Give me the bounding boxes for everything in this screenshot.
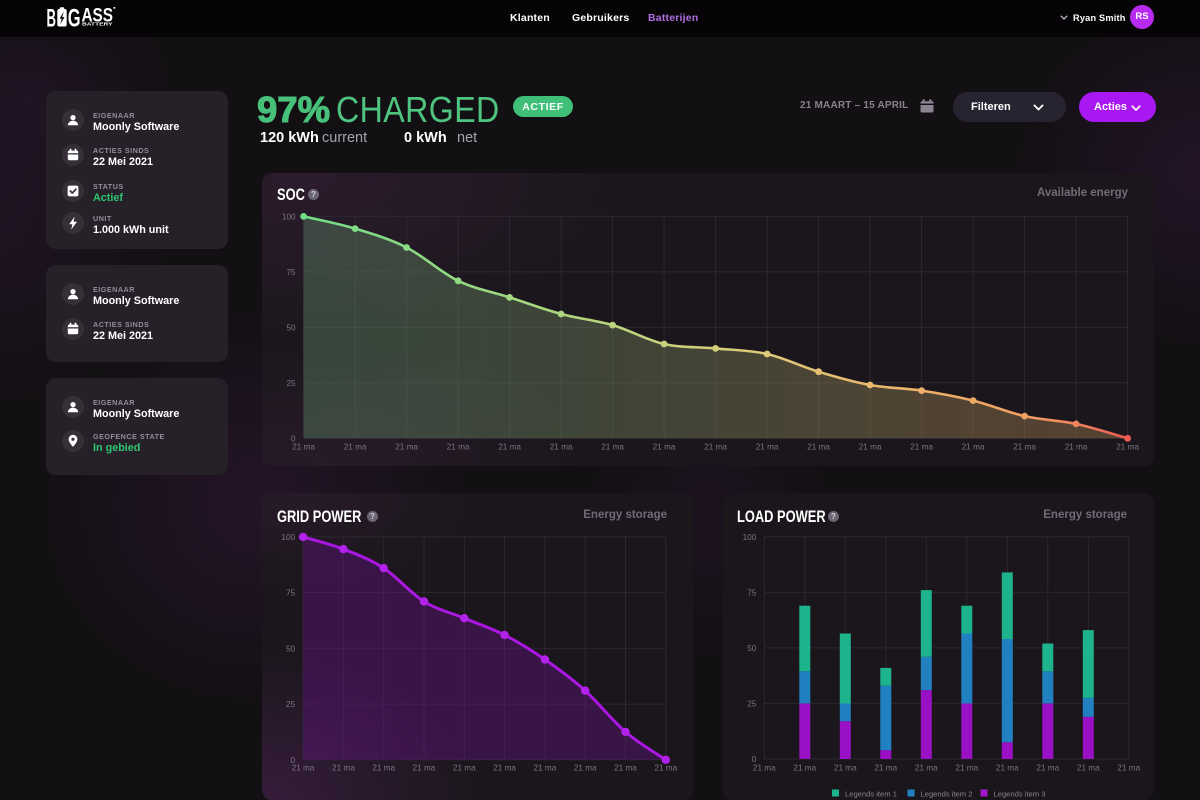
svg-text:25: 25 xyxy=(747,699,757,708)
svg-text:21 ma: 21 ma xyxy=(955,764,978,773)
svg-text:21 ma: 21 ma xyxy=(372,764,395,773)
svg-text:21 ma: 21 ma xyxy=(447,443,470,452)
svg-text:21 ma: 21 ma xyxy=(292,443,315,452)
svg-text:75: 75 xyxy=(286,268,296,277)
svg-text:21 ma: 21 ma xyxy=(653,443,676,452)
svg-text:0: 0 xyxy=(291,756,296,765)
svg-text:Legends item 3: Legends item 3 xyxy=(994,790,1046,799)
svg-text:21 ma: 21 ma xyxy=(332,764,355,773)
svg-text:21 ma: 21 ma xyxy=(1065,443,1088,452)
svg-text:21 ma: 21 ma xyxy=(601,443,624,452)
svg-text:ASS: ASS xyxy=(82,6,114,27)
svg-text:75: 75 xyxy=(286,589,296,598)
svg-text:21 ma: 21 ma xyxy=(793,764,816,773)
svg-text:21 ma: 21 ma xyxy=(910,443,933,452)
svg-text:21 ma: 21 ma xyxy=(704,443,727,452)
svg-text:100: 100 xyxy=(281,533,295,542)
svg-text:21 ma: 21 ma xyxy=(807,443,830,452)
svg-text:BATTERY: BATTERY xyxy=(82,22,114,28)
svg-text:21 ma: 21 ma xyxy=(292,764,315,773)
svg-text:21 ma: 21 ma xyxy=(996,764,1019,773)
svg-text:B: B xyxy=(47,6,56,33)
svg-text:0: 0 xyxy=(291,434,296,443)
svg-text:21 ma: 21 ma xyxy=(1116,443,1139,452)
svg-text:21 ma: 21 ma xyxy=(1036,764,1059,773)
svg-text:21 ma: 21 ma xyxy=(859,443,882,452)
svg-text:21 ma: 21 ma xyxy=(654,764,677,773)
svg-text:G: G xyxy=(68,6,81,33)
svg-text:21 ma: 21 ma xyxy=(498,443,521,452)
svg-text:21 ma: 21 ma xyxy=(550,443,573,452)
svg-text:50: 50 xyxy=(286,644,296,653)
svg-text:0: 0 xyxy=(752,755,757,764)
svg-text:Legends item 2: Legends item 2 xyxy=(921,790,973,799)
svg-text:21 ma: 21 ma xyxy=(874,764,897,773)
svg-text:21 ma: 21 ma xyxy=(453,764,476,773)
svg-text:21 ma: 21 ma xyxy=(1013,443,1036,452)
svg-text:25: 25 xyxy=(286,700,296,709)
svg-text:21 ma: 21 ma xyxy=(413,764,436,773)
svg-text:21 ma: 21 ma xyxy=(574,764,597,773)
svg-text:21 ma: 21 ma xyxy=(962,443,985,452)
svg-text:21 ma: 21 ma xyxy=(915,764,938,773)
svg-text:21 ma: 21 ma xyxy=(756,443,779,452)
svg-text:21 ma: 21 ma xyxy=(344,443,367,452)
svg-text:50: 50 xyxy=(747,644,757,653)
svg-text:100: 100 xyxy=(743,533,757,542)
svg-text:21 ma: 21 ma xyxy=(614,764,637,773)
svg-text:21 ma: 21 ma xyxy=(753,764,776,773)
svg-text:75: 75 xyxy=(747,588,757,597)
svg-text:21 ma: 21 ma xyxy=(1077,764,1100,773)
svg-text:21 ma: 21 ma xyxy=(834,764,857,773)
svg-text:21 ma: 21 ma xyxy=(493,764,516,773)
svg-text:50: 50 xyxy=(286,323,296,332)
svg-text:21 ma: 21 ma xyxy=(395,443,418,452)
svg-text:100: 100 xyxy=(282,212,296,221)
svg-text:21 ma: 21 ma xyxy=(1117,764,1140,773)
svg-text:25: 25 xyxy=(286,379,296,388)
svg-text:21 ma: 21 ma xyxy=(534,764,557,773)
svg-text:Legends item 1: Legends item 1 xyxy=(845,790,897,799)
